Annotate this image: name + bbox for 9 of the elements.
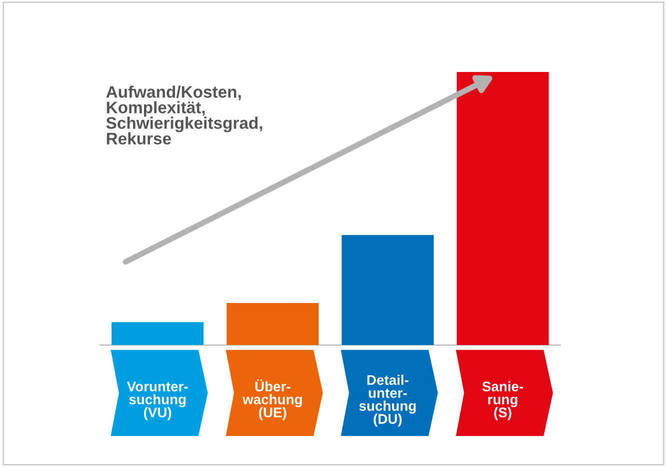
- x-tick-label: Vorunter- suchung (VU): [126, 382, 188, 420]
- x-tick-label: Detail- unter- suchung (DU): [359, 374, 416, 427]
- bar: [342, 235, 434, 346]
- x-tick-label: Über- wachung (UE): [242, 379, 302, 420]
- bar: [456, 72, 549, 346]
- x-tick-label: Sanie- rung (S): [482, 381, 524, 420]
- bar: [112, 322, 204, 346]
- annotation: Aufwand/Kosten, Komplexität, Schwierigkeitsgrad, Rekurse: [106, 86, 262, 144]
- bar: [226, 303, 319, 346]
